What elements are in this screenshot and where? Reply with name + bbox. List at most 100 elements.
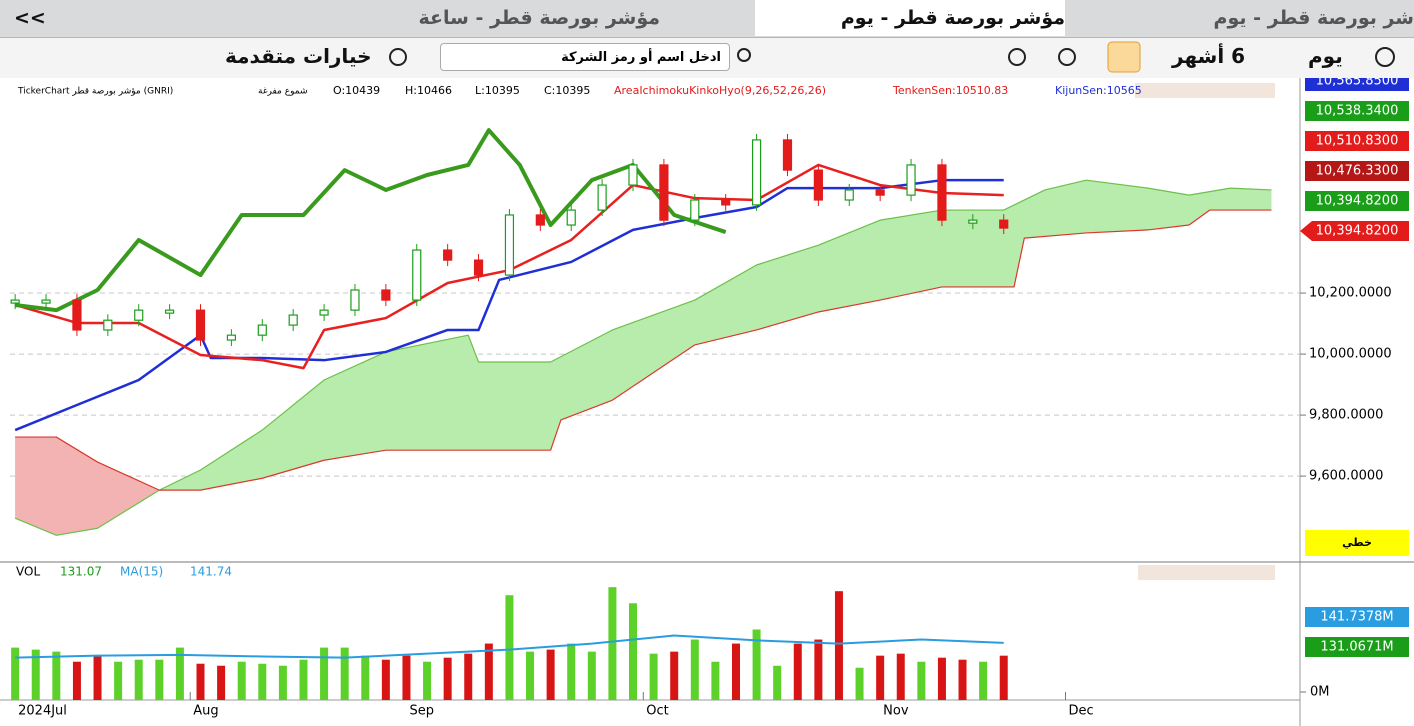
candle-body <box>906 164 916 196</box>
candle-body <box>937 164 947 221</box>
ma-value: 141.74 <box>190 565 232 579</box>
price-label: 10,394.8200 <box>1316 224 1399 239</box>
y-tick-label: 10,000.0000 <box>1309 347 1392 362</box>
volume-bar <box>608 587 617 700</box>
candle-style: شموع مفرغة <box>258 87 308 97</box>
candle-body <box>782 139 793 171</box>
advanced-options[interactable]: خيارات متقدمة <box>225 44 372 68</box>
volume-bar <box>546 649 555 700</box>
price-label-box <box>1305 191 1409 211</box>
ma-name: MA(15) <box>120 565 163 579</box>
volume-bar <box>526 651 535 700</box>
interval[interactable]: يوم <box>1308 44 1343 68</box>
candle-body <box>504 214 515 276</box>
close: C:10395 <box>544 84 590 97</box>
candle-body <box>165 309 175 314</box>
tab-active[interactable]: مؤشر بورصة قطر - يوم <box>755 0 1065 36</box>
volume-bar <box>814 639 823 700</box>
toolbar: خيارات متقدمة ادخل اسم أو رمز الشركة 6 أ… <box>0 38 1414 79</box>
candle-body <box>875 189 885 196</box>
candle-body <box>566 209 576 226</box>
volume-label: 141.7378M <box>1320 610 1393 625</box>
volume-bar <box>155 659 164 700</box>
search-box[interactable]: ادخل اسم أو رمز الشركة <box>440 43 730 71</box>
span_a-line <box>14 179 1272 536</box>
volume-bar <box>690 639 699 700</box>
volume-bar <box>649 653 658 700</box>
chikou-line <box>14 128 727 313</box>
indicator: AreaIchimokuKinkoHyo(9,26,52,26,26) <box>614 84 826 97</box>
collapse-tabs[interactable]: << <box>14 7 46 29</box>
volume-bar <box>134 659 143 700</box>
y-tick-label: 10,200.0000 <box>1309 286 1392 301</box>
volume-bar <box>979 661 988 700</box>
x-tick-label: Oct <box>646 704 668 719</box>
price-label-box <box>1305 161 1409 181</box>
volume-bar <box>72 661 81 700</box>
candle-body <box>968 219 978 224</box>
volume-bar <box>896 653 905 700</box>
candle-body <box>721 199 731 206</box>
y-tick-label: 9,800.0000 <box>1309 408 1383 423</box>
candle-body <box>473 259 484 276</box>
kijun: KijunSen:10565 <box>1055 84 1142 97</box>
clock-icon <box>1375 47 1395 67</box>
icon <box>1058 48 1076 66</box>
tenkan: TenkenSen:10510.83 <box>892 84 1008 97</box>
period[interactable]: 6 أشهر <box>1172 44 1246 68</box>
style-box <box>1305 530 1409 556</box>
volume-bar <box>834 591 843 700</box>
volume-bar <box>237 661 246 700</box>
span_b-line <box>15 209 1272 491</box>
volume-bar <box>114 661 123 700</box>
candle-body <box>628 164 638 186</box>
volume-label-box <box>1305 607 1409 627</box>
volume-bar <box>278 665 287 700</box>
candle-body <box>257 324 267 336</box>
candle-body <box>350 289 360 311</box>
candle-body <box>659 164 669 221</box>
high: H:10466 <box>405 84 452 97</box>
volume-label: 131.0671M <box>1320 640 1393 655</box>
volume-bar <box>587 651 596 700</box>
volume-bar <box>629 603 638 700</box>
price-label-box <box>1305 78 1409 91</box>
candle-body <box>72 299 82 331</box>
volume-bar <box>320 647 329 700</box>
price-label: 10,565.8500 <box>1316 78 1399 89</box>
candle-body <box>103 319 113 331</box>
ma-line <box>15 634 1004 659</box>
cloud-area-down <box>15 437 160 536</box>
volume-bar <box>443 657 452 700</box>
volume-label-box <box>1305 637 1409 657</box>
price-label-box <box>1305 101 1409 121</box>
chart-bg <box>0 78 1414 726</box>
gear-icon <box>389 48 407 66</box>
volume-bar <box>505 595 514 700</box>
volume-bar <box>773 665 782 700</box>
price-label-box <box>1305 131 1409 151</box>
vol-value: 131.07 <box>60 565 102 579</box>
candle-body <box>134 309 144 321</box>
panel-controls <box>1138 565 1275 580</box>
chart-style[interactable]: خطي <box>1342 536 1372 549</box>
panel-controls <box>1135 83 1275 98</box>
x-tick-label: 2024Jul <box>18 704 67 719</box>
price-label: 10,476.3300 <box>1316 164 1399 179</box>
price-label: 10,394.8200 <box>1316 194 1399 209</box>
volume-bar <box>258 663 267 700</box>
volume-bar <box>217 665 226 700</box>
candle-body <box>813 169 823 201</box>
price-label: 10,510.8300 <box>1316 134 1399 149</box>
candle-body <box>288 314 298 326</box>
tab[interactable]: مؤشر بورصة قطر - ساعة <box>418 7 660 29</box>
volume-bar <box>855 667 864 700</box>
volume-bar <box>361 655 370 700</box>
chart: TickerChart مؤشر بورصة قطر (GNRI) شموع م… <box>0 78 1414 726</box>
volume-bar <box>937 657 946 700</box>
volume-bar <box>793 643 802 700</box>
volume-bar <box>196 663 205 700</box>
candle-body <box>381 289 391 301</box>
tab[interactable]: شر بورصة قطر - يوم <box>1213 7 1414 29</box>
candle-body <box>443 249 453 261</box>
